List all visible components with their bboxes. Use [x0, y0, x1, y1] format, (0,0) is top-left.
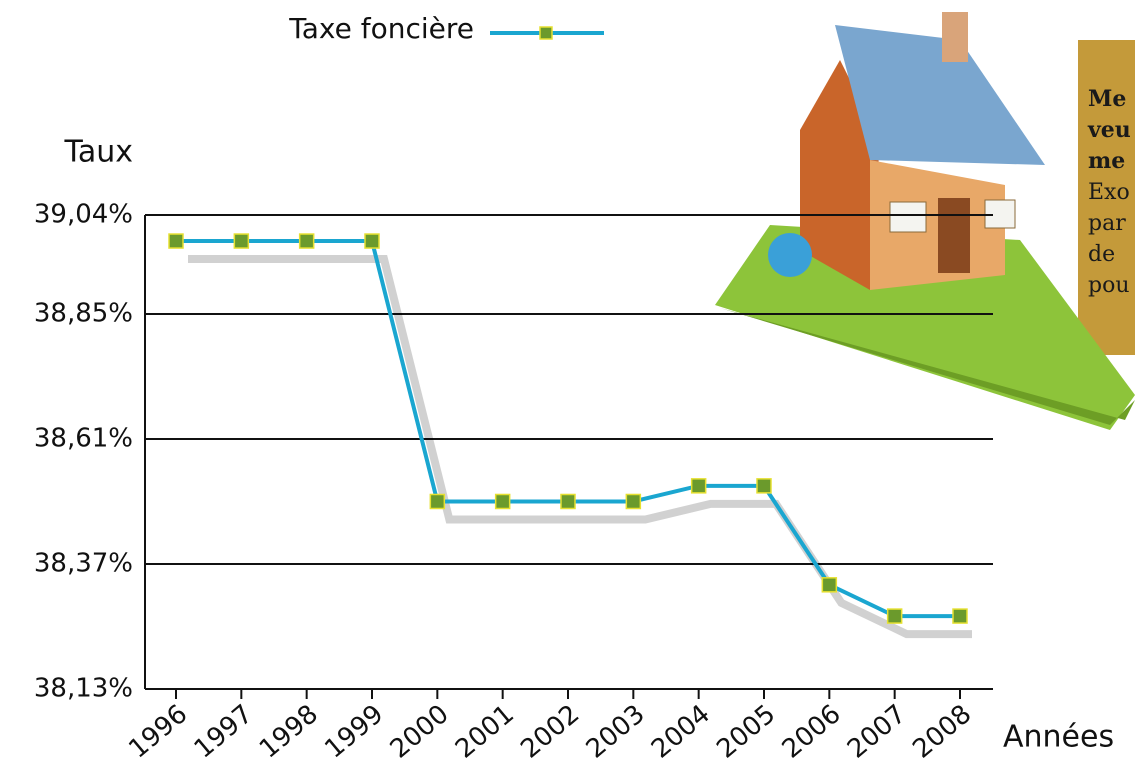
- line-shadow: [188, 255, 972, 639]
- annotation: veu: [1087, 117, 1131, 143]
- annotation: pou: [1088, 273, 1130, 298]
- x-tick-label: 2006: [777, 699, 847, 765]
- legend-marker: [539, 26, 553, 40]
- door: [938, 198, 970, 273]
- roof: [835, 25, 1045, 165]
- x-tick-label: 1998: [254, 699, 324, 765]
- x-tick-label: 2001: [450, 699, 520, 765]
- y-tick-label: 39,04%: [34, 200, 133, 230]
- legend-label: Taxe foncière: [288, 12, 474, 45]
- marker: [886, 608, 903, 624]
- annotation: Exo: [1088, 180, 1130, 205]
- marker: [233, 233, 250, 249]
- x-tick-label: 2000: [385, 699, 455, 765]
- x-tick-label: 2005: [711, 699, 781, 765]
- house-front: [870, 160, 1005, 290]
- window: [889, 201, 927, 233]
- note-box: [1078, 40, 1135, 355]
- marker: [756, 478, 772, 494]
- lawn-edge: [720, 308, 1135, 425]
- house-illustration: [715, 12, 1135, 430]
- marker: [560, 493, 576, 510]
- annotation: Me: [1088, 86, 1126, 112]
- y-tick-label: 38,85%: [34, 298, 133, 328]
- y-axis-label: Taux: [63, 135, 133, 170]
- y-tick-label: 38,61%: [34, 423, 133, 453]
- marker: [429, 493, 446, 510]
- lawn: [715, 225, 1135, 430]
- marker: [625, 493, 642, 510]
- annotation: me: [1088, 148, 1125, 174]
- marker: [494, 493, 511, 510]
- annotation: de: [1088, 242, 1115, 267]
- annotation: par: [1088, 211, 1126, 236]
- x-tick-label: 2002: [515, 699, 585, 765]
- x-tick-label: 2007: [842, 699, 912, 765]
- chimney: [942, 12, 968, 62]
- x-axis-label: Années: [1003, 720, 1114, 755]
- y-tick-label: 38,37%: [34, 548, 133, 578]
- marker: [168, 233, 184, 249]
- x-tick-label: 1997: [189, 699, 259, 765]
- x-tick-label: 2004: [646, 699, 716, 765]
- x-tick-label: 1996: [123, 699, 193, 765]
- x-tick-label: 1999: [319, 699, 389, 765]
- flower: [768, 233, 812, 277]
- marker: [821, 577, 838, 593]
- x-tick-label: 2008: [907, 699, 977, 765]
- marker: [364, 233, 380, 249]
- y-tick-label: 38,13%: [34, 674, 133, 704]
- marker: [690, 478, 707, 494]
- x-tick-label: 2003: [581, 699, 651, 765]
- marker: [298, 233, 315, 249]
- marker: [952, 608, 968, 624]
